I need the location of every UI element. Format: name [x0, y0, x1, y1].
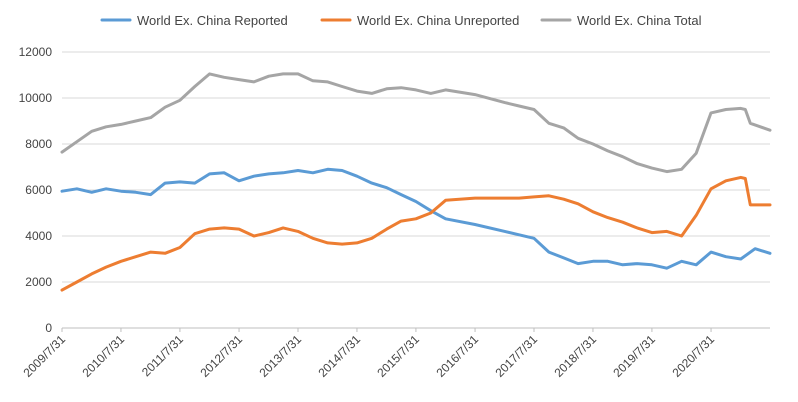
gridlines — [62, 51, 770, 283]
x-tick-label: 2010/7/31 — [79, 332, 127, 380]
y-tick-label: 8000 — [25, 137, 52, 151]
legend-label-world-ex-china-reported: World Ex. China Reported — [137, 13, 288, 28]
y-tick-label: 0 — [45, 321, 52, 335]
x-axis-ticks: 2009/7/31 2010/7/31 2011/7/31 2012/7/31 2013… — [20, 328, 717, 380]
y-tick-label: 2000 — [25, 275, 52, 289]
y-tick-label: 6000 — [25, 183, 52, 197]
x-tick-label: 2018/7/31 — [551, 332, 599, 380]
series-line-world-ex-china-reported — [60, 167, 772, 270]
legend-label-world-ex-china-unreported: World Ex. China Unreported — [357, 13, 519, 28]
legend-label-world-ex-china-total: World Ex. China Total — [577, 13, 702, 28]
legend: World Ex. China Reported World Ex. China … — [100, 13, 702, 28]
series-lines — [60, 72, 772, 292]
x-tick-label: 2017/7/31 — [492, 332, 540, 380]
x-tick-label: 2016/7/31 — [434, 332, 482, 380]
x-tick-label: 2015/7/31 — [374, 332, 422, 380]
series-line-world-ex-china-total — [60, 72, 772, 174]
x-tick-label: 2012/7/31 — [198, 332, 246, 380]
series-line-world-ex-china-unreported — [60, 175, 772, 292]
x-tick-label: 2009/7/31 — [20, 332, 68, 380]
x-tick-label: 2013/7/31 — [256, 332, 304, 380]
x-tick-label: 2011/7/31 — [139, 332, 186, 379]
x-tick-label: 2014/7/31 — [315, 332, 363, 380]
y-tick-label: 10000 — [19, 91, 53, 105]
y-axis-ticks: 0 2000 4000 6000 8000 10000 12000 — [19, 45, 53, 335]
x-tick-label: 2019/7/31 — [610, 332, 658, 380]
y-tick-label: 12000 — [19, 45, 53, 59]
x-tick-label: 2020/7/31 — [670, 332, 718, 380]
y-tick-label: 4000 — [25, 229, 52, 243]
